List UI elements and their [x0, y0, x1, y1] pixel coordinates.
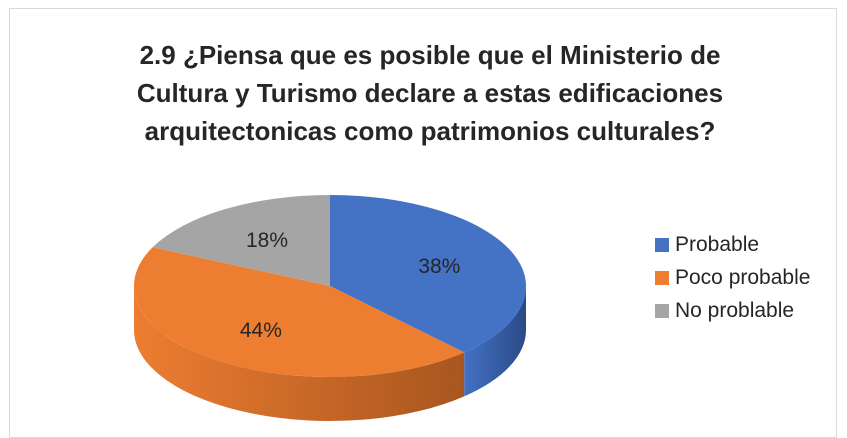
data-label-poco-probable: 44% [240, 319, 282, 342]
legend-swatch-no-problable [655, 304, 669, 318]
legend-swatch-poco-probable [655, 271, 669, 285]
legend: Probable Poco probable No problable [655, 231, 810, 330]
chart-title-line-3: arquitectonicas como patrimonios cultura… [144, 116, 716, 146]
pie-side-poco-probable [134, 286, 465, 422]
chart-title-line-2: Cultura y Turismo declare a estas edific… [136, 78, 724, 108]
data-label-probable: 38% [418, 255, 460, 278]
legend-item-poco-probable: Poco probable [655, 264, 810, 292]
pie-slice-no-problable [152, 195, 330, 286]
chart-title: 2.9 ¿Piensa que es posible que el Minist… [40, 36, 820, 150]
data-label-no-problable: 18% [246, 229, 288, 252]
pie-slice-probable [330, 195, 526, 353]
pie-side-probable [464, 286, 526, 397]
legend-item-probable: Probable [655, 231, 810, 259]
pie-slice-poco-probable [134, 247, 465, 378]
legend-label-probable: Probable [675, 233, 760, 256]
legend-label-poco-probable: Poco probable [675, 266, 811, 289]
legend-item-no-problable: No problable [655, 297, 810, 325]
pie-chart: 38% 44% 18% [134, 195, 526, 422]
legend-swatch-probable [655, 238, 669, 252]
legend-label-no-problable: No problable [675, 299, 795, 322]
chart-title-line-1: 2.9 ¿Piensa que es posible que el Minist… [139, 40, 721, 70]
